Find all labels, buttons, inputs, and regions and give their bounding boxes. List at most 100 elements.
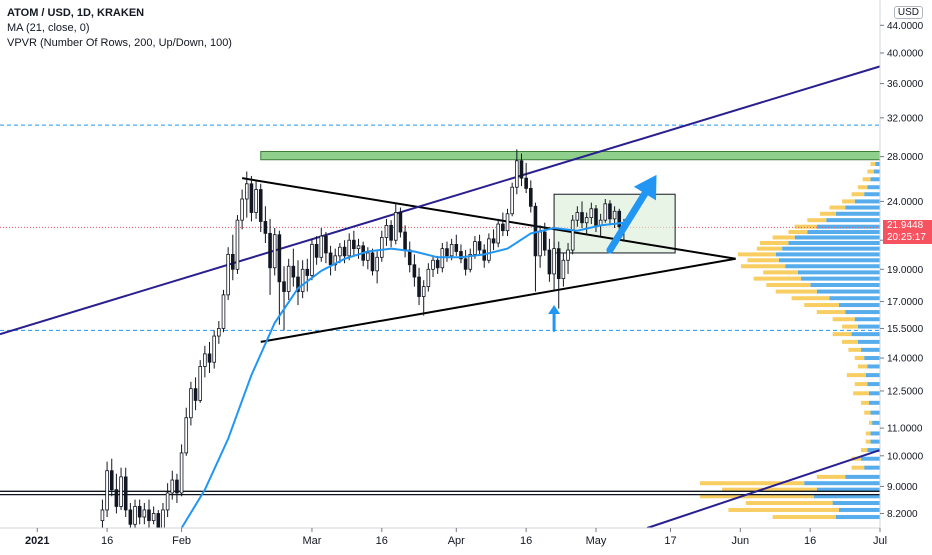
price-tick-label: 24.0000 <box>887 197 924 208</box>
candle-body <box>221 294 226 329</box>
candle-body <box>291 265 296 278</box>
price-tick-label: 36.0000 <box>887 79 924 90</box>
volume-profile-down-bar <box>865 439 871 444</box>
legend-vpvr[interactable]: VPVR (Number Of Rows, 200, Up/Down, 100) <box>7 37 232 49</box>
price-tick-label: 44.0000 <box>887 21 924 32</box>
price-tick-label: 40.0000 <box>887 48 924 59</box>
candle-body <box>342 246 347 257</box>
volume-profile-down-bar <box>832 317 855 322</box>
volume-profile-up-bar <box>838 303 880 308</box>
volume-profile-down-bar <box>868 420 873 425</box>
volume-profile-up-bar <box>778 258 880 263</box>
volume-profile-up-bar <box>794 235 880 240</box>
last-price-badge: 21.9448 20:25:17 <box>883 220 932 245</box>
candle-body <box>515 160 519 188</box>
volume-profile-down-bar <box>861 448 868 453</box>
candle-body <box>445 248 449 257</box>
candle-body <box>249 183 254 213</box>
volume-profile-up-bar <box>867 364 880 369</box>
candle-body <box>328 252 333 266</box>
candle-body <box>384 224 389 238</box>
candle-body <box>268 232 272 269</box>
time-tick-label: 2021 <box>25 535 49 547</box>
currency-badge[interactable]: USD <box>893 6 923 19</box>
candle-body <box>272 234 277 269</box>
breakout-arrow-shaft <box>606 190 649 254</box>
candle-body <box>575 212 580 221</box>
volume-profile-down-bar <box>851 465 865 470</box>
candle-body <box>114 489 119 507</box>
volume-profile-up-bar <box>872 420 880 425</box>
candle-body <box>100 509 105 522</box>
candle-body <box>338 246 342 257</box>
candle-body <box>370 252 375 272</box>
legend-symbol[interactable]: ATOM / USD, 1D, KRAKEN <box>7 7 145 19</box>
volume-profile-up-bar <box>861 347 880 352</box>
candle-body <box>435 259 440 269</box>
volume-profile-up-bar <box>801 276 880 281</box>
volume-profile-down-bar <box>756 246 783 251</box>
price-scale-bg <box>880 0 932 550</box>
volume-profile-down-bar <box>775 289 817 294</box>
volume-profile-down-bar <box>700 481 805 486</box>
volume-profile-up-bar <box>816 224 880 229</box>
candle-body <box>510 186 514 215</box>
candle-body <box>477 241 482 251</box>
volume-profile-up-bar <box>816 289 880 294</box>
candle-body <box>403 231 407 251</box>
time-tick-label: 16 <box>376 535 388 547</box>
candle-body <box>426 268 431 288</box>
volume-profile-up-bar <box>864 192 880 197</box>
volume-profile-down-bar <box>857 185 868 190</box>
price-tick-label: 19.0000 <box>887 265 924 276</box>
volume-profile-up-bar <box>854 199 880 204</box>
volume-profile-down-bar <box>700 494 814 499</box>
candle-body <box>161 509 165 529</box>
legend-ma[interactable]: MA (21, close, 0) <box>7 22 90 34</box>
volume-profile-down-bar <box>816 310 846 315</box>
candle-body <box>556 248 561 280</box>
candle-body <box>608 203 612 220</box>
candle-body <box>179 452 184 494</box>
candle-body <box>505 213 510 232</box>
volume-profile-down-bar <box>788 230 808 235</box>
volume-profile-up-bar <box>865 373 880 378</box>
candle-body <box>319 235 324 258</box>
candle-body <box>491 238 496 244</box>
candle-body <box>449 243 454 257</box>
channel-lower <box>646 449 881 529</box>
volume-profile-down-bar <box>791 296 830 301</box>
volume-profile-down-bar <box>816 474 846 479</box>
time-tick-label: May <box>586 535 607 547</box>
volume-profile-down-bar <box>745 501 833 506</box>
candle-body <box>170 479 175 494</box>
time-tick-label: 16 <box>520 535 532 547</box>
candle-body <box>398 212 403 233</box>
triangle-upper <box>241 177 736 260</box>
volume-profile-down-bar <box>763 270 798 275</box>
volume-profile-up-bar <box>838 507 880 512</box>
bottom-arrow-head <box>548 305 561 315</box>
candle-body <box>459 251 463 260</box>
volume-profile-down-bar <box>864 410 871 415</box>
time-tick-label: Jul <box>873 535 887 547</box>
volume-profile-down-bar <box>741 264 786 269</box>
candle-body <box>282 281 286 292</box>
candle-body <box>542 231 547 251</box>
volume-profile-up-bar <box>816 487 880 492</box>
volume-profile-up-bar <box>861 456 880 461</box>
candle-body <box>175 479 179 494</box>
volume-profile-down-bar <box>772 235 795 240</box>
volume-profile-up-bar <box>835 211 880 216</box>
price-tick-label: 10.0000 <box>887 451 924 462</box>
volume-profile-up-bar <box>870 410 880 415</box>
resistance-zone <box>260 150 881 161</box>
volume-profile-up-bar <box>835 515 880 520</box>
candle-body <box>547 249 552 275</box>
candle-body <box>580 212 584 224</box>
volume-profile-down-bar <box>867 169 874 174</box>
volume-profile-up-bar <box>804 481 880 486</box>
volume-profile-up-bar <box>864 465 880 470</box>
